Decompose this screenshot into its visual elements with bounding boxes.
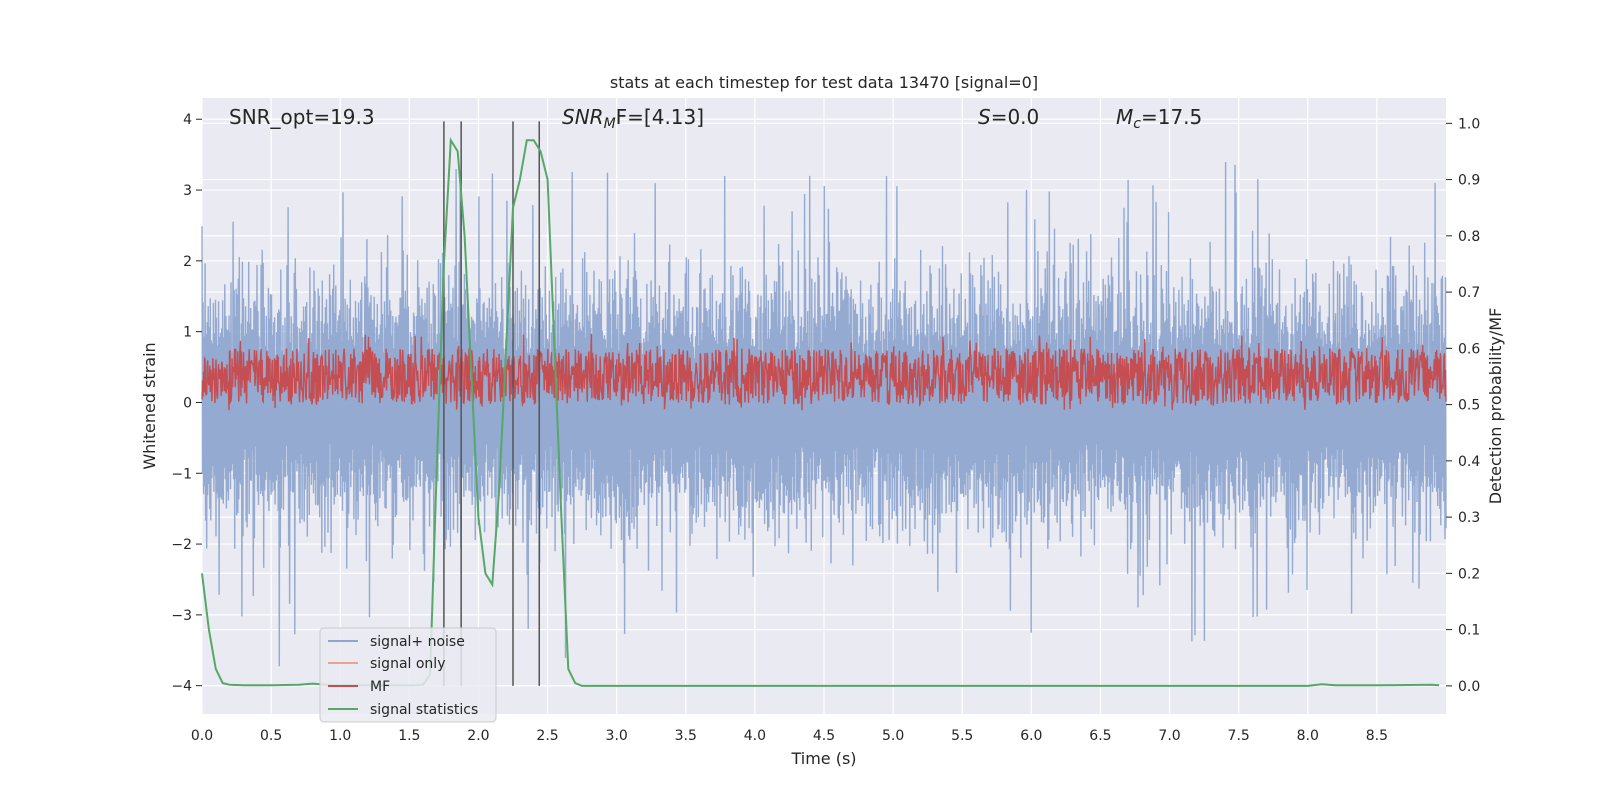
annotation-snr-opt: SNR_opt=19.3 xyxy=(229,105,375,129)
annotation-s: S=0.0 xyxy=(978,105,1039,129)
y-right-tick-label-8: 0.2 xyxy=(1458,566,1480,582)
annotation-s-rest: =0.0 xyxy=(991,105,1040,129)
y-right-tick-label-0: 1.0 xyxy=(1458,116,1480,132)
y-axis-label-right: Detection probability/MF xyxy=(1486,308,1505,505)
annotation-snr-mf-rest: F=[4.13] xyxy=(616,105,704,129)
y-left-tick-label-8: −4 xyxy=(171,679,192,695)
y-right-tick-label-7: 0.3 xyxy=(1458,510,1480,526)
annotation-snr-mf-var: SNR xyxy=(562,105,604,129)
x-tick-label-12: 6.0 xyxy=(1020,728,1042,744)
x-tick-label-2: 1.0 xyxy=(329,728,351,744)
annotation-s-var: S xyxy=(978,105,991,129)
x-tick-label-5: 2.5 xyxy=(536,728,558,744)
legend: signal+ noise signal only MF signal stat… xyxy=(319,627,497,723)
annotation-mc-rest: =17.5 xyxy=(1141,105,1202,129)
y-left-tick-label-0: 4 xyxy=(183,112,192,128)
x-tick-label-14: 7.0 xyxy=(1158,728,1180,744)
x-tick-label-9: 4.5 xyxy=(813,728,835,744)
y-right-tick-label-3: 0.7 xyxy=(1458,285,1480,301)
y-left-tick-label-1: 3 xyxy=(183,183,192,199)
x-tick-label-13: 6.5 xyxy=(1089,728,1111,744)
x-tick-label-11: 5.5 xyxy=(951,728,973,744)
x-tick-label-10: 5.0 xyxy=(882,728,904,744)
x-tick-label-1: 0.5 xyxy=(260,728,282,744)
y-right-tick-label-5: 0.5 xyxy=(1458,398,1480,414)
x-axis-label: Time (s) xyxy=(790,749,856,768)
legend-label-mf: MF xyxy=(370,679,390,695)
annotation-snr-mf-sub: M xyxy=(604,116,616,132)
x-tick-label-4: 2.0 xyxy=(467,728,489,744)
x-tick-label-8: 4.0 xyxy=(744,728,766,744)
y-right-tick-label-2: 0.8 xyxy=(1458,229,1480,245)
tick-labels: 0.0 0.5 1.0 1.5 2.0 2.5 3.0 3.5 4.0 4.5 5.0 5.5 6.0 6… xyxy=(171,112,1480,744)
mf-line xyxy=(201,333,1447,411)
signal-statistics-line xyxy=(201,136,1440,687)
series-signal-statistics xyxy=(201,136,1440,687)
y-left-tick-label-7: −3 xyxy=(171,608,192,624)
y-right-tick-label-4: 0.6 xyxy=(1458,341,1480,357)
annotation-snr-mf: SNRMF=[4.13] xyxy=(562,105,704,132)
y-left-tick-label-3: 1 xyxy=(183,325,192,341)
y-right-tick-label-6: 0.4 xyxy=(1458,454,1480,470)
legend-label-signal-noise: signal+ noise xyxy=(370,634,465,650)
y-left-tick-label-4: 0 xyxy=(183,395,192,411)
x-tick-label-3: 1.5 xyxy=(398,728,420,744)
annotation-mc-var: M xyxy=(1116,105,1133,129)
y-left-tick-label-2: 2 xyxy=(183,254,192,270)
y-left-tick-label-5: −1 xyxy=(171,466,192,482)
chart-title: stats at each timestep for test data 134… xyxy=(610,73,1038,92)
legend-box xyxy=(319,627,497,723)
legend-label-signal-statistics: signal statistics xyxy=(370,702,478,718)
annotation-mc-sub: c xyxy=(1133,116,1141,132)
x-tick-label-17: 8.5 xyxy=(1366,728,1388,744)
y-right-tick-label-9: 0.1 xyxy=(1458,623,1480,639)
x-tick-label-16: 8.0 xyxy=(1297,728,1319,744)
y-right-tick-label-10: 0.0 xyxy=(1458,679,1480,695)
annotation-mc: Mc=17.5 xyxy=(1116,105,1202,132)
x-tick-label-0: 0.0 xyxy=(191,728,213,744)
x-tick-label-15: 7.5 xyxy=(1228,728,1250,744)
x-tick-label-6: 3.0 xyxy=(606,728,628,744)
x-tick-label-7: 3.5 xyxy=(675,728,697,744)
y-axis-label-left: Whitened strain xyxy=(140,342,159,469)
series-mf xyxy=(201,333,1447,411)
y-left-tick-label-6: −2 xyxy=(171,537,192,553)
y-right-tick-label-1: 0.9 xyxy=(1458,173,1480,189)
legend-label-signal-only: signal only xyxy=(370,656,445,672)
